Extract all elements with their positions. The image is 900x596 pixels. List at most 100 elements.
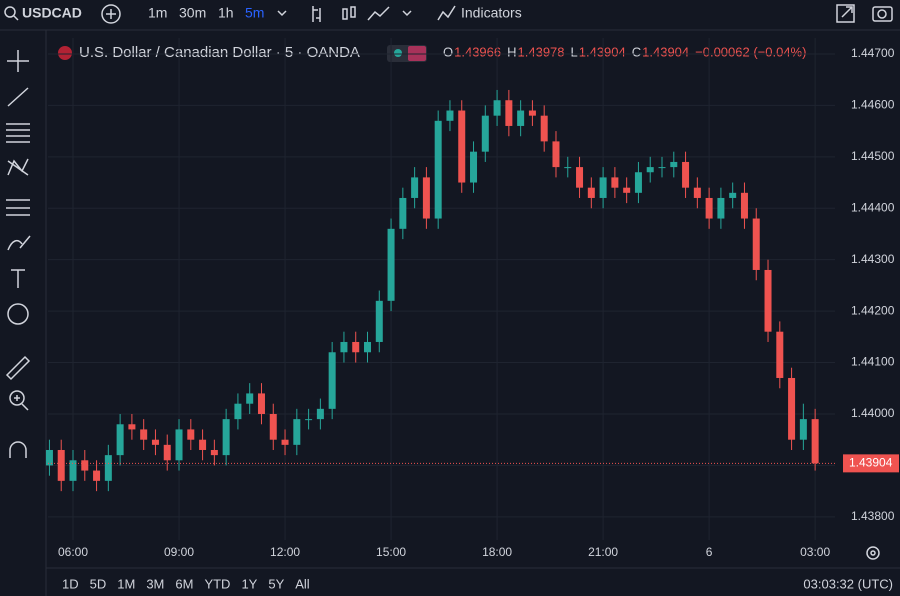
y-tick-label: 1.44200 <box>851 303 895 317</box>
x-tick-label: 6 <box>706 545 713 559</box>
settings-icon[interactable] <box>866 546 880 560</box>
legend-value: 1.43978 <box>518 44 565 59</box>
indicators-icon[interactable] <box>437 5 456 21</box>
clock: 03:03:32 (UTC) <box>803 576 893 591</box>
candle-body <box>364 341 371 353</box>
candle-body <box>422 177 430 219</box>
candle-body <box>564 167 572 169</box>
candle-body <box>246 393 254 404</box>
candle-body <box>623 187 631 193</box>
x-tick-label: 15:00 <box>376 545 406 559</box>
candle-body <box>281 439 289 445</box>
range-button[interactable]: 5D <box>90 576 107 591</box>
candle-body <box>576 167 584 188</box>
candle-body <box>104 455 112 481</box>
candle-body <box>69 460 77 481</box>
legend-key: H <box>507 44 516 59</box>
candle-body <box>811 419 819 464</box>
legend-value: 1.43966 <box>454 44 501 59</box>
search-icon[interactable] <box>4 6 19 21</box>
range-button[interactable]: 1M <box>117 576 135 591</box>
candle-body <box>658 167 666 169</box>
left-toolbar[interactable] <box>5 50 31 458</box>
y-tick-label: 1.44500 <box>851 149 895 163</box>
candle-body <box>316 408 324 420</box>
candle-body <box>387 228 395 301</box>
candle-body <box>446 110 454 121</box>
candle-body <box>540 115 548 142</box>
interval-dropdown[interactable] <box>277 10 287 17</box>
range-button[interactable]: 6M <box>175 576 193 591</box>
chart-title: U.S. Dollar / Canadian Dollar · 5 · OAND… <box>79 44 360 61</box>
range-button[interactable]: 1Y <box>241 576 257 591</box>
candle-body <box>340 341 348 353</box>
y-tick-label: 1.44300 <box>851 252 895 266</box>
candle-body <box>670 161 678 168</box>
candle-body <box>693 187 701 198</box>
candle-body <box>352 341 360 353</box>
candle-body <box>493 100 501 116</box>
candle-body <box>187 429 195 440</box>
y-tick-label: 1.44600 <box>851 98 895 112</box>
last-price-label: 1.43904 <box>849 456 893 470</box>
range-button[interactable]: 1D <box>62 576 79 591</box>
candle-body <box>646 167 654 173</box>
interval-button[interactable]: 5m <box>245 5 264 21</box>
candle-body <box>222 419 230 456</box>
symbol[interactable]: USDCAD <box>22 5 82 21</box>
candle-body <box>528 110 536 116</box>
candle-body <box>305 419 313 421</box>
x-tick-label: 09:00 <box>164 545 194 559</box>
candle-body <box>175 429 183 461</box>
candle-body <box>717 197 725 219</box>
chart-type-icons[interactable] <box>312 6 412 22</box>
candle-body <box>93 470 101 481</box>
candle-body <box>199 439 207 450</box>
interval-button[interactable]: 30m <box>179 5 206 21</box>
interval-button[interactable]: 1m <box>148 5 167 21</box>
legend-value: 1.43904 <box>579 44 626 59</box>
candle-body <box>682 161 690 188</box>
candle-body <box>517 110 525 126</box>
status-dot <box>394 49 402 57</box>
range-button[interactable]: All <box>295 576 310 591</box>
y-tick-label: 1.44400 <box>851 200 895 214</box>
legend-key: L <box>571 44 578 59</box>
y-tick-label: 1.43800 <box>851 509 895 523</box>
range-button[interactable]: 3M <box>146 576 164 591</box>
indicators-button[interactable]: Indicators <box>461 5 522 21</box>
candle-body <box>151 439 159 445</box>
candle-body <box>587 187 595 198</box>
candle-body <box>552 141 560 168</box>
x-tick-label: 18:00 <box>482 545 512 559</box>
range-button[interactable]: 5Y <box>268 576 284 591</box>
y-tick-label: 1.44000 <box>851 406 895 420</box>
range-button[interactable]: YTD <box>204 576 230 591</box>
interval-button[interactable]: 1h <box>218 5 234 21</box>
candle-body <box>788 377 796 440</box>
candle-body <box>599 177 607 198</box>
candle-body <box>752 218 760 270</box>
candle-body <box>458 110 466 183</box>
snapshot-icons[interactable] <box>836 4 893 23</box>
candle-body <box>740 192 748 219</box>
candle-body <box>269 413 277 440</box>
add-symbol[interactable] <box>101 4 121 24</box>
candle-body <box>257 393 265 414</box>
legend-change: −0.00062 (−0.04%) <box>695 44 806 59</box>
candle-body <box>57 449 65 481</box>
candle-body <box>399 197 407 229</box>
candle-body <box>163 444 171 461</box>
legend-key: O <box>443 44 453 59</box>
candle-body <box>705 197 713 219</box>
candle-body <box>293 419 301 445</box>
candle-body <box>210 449 218 456</box>
candle-body <box>611 177 619 188</box>
x-tick-label: 03:00 <box>800 545 830 559</box>
y-tick-label: 1.44100 <box>851 355 895 369</box>
candle-body <box>140 429 148 440</box>
candle-body <box>81 460 89 471</box>
